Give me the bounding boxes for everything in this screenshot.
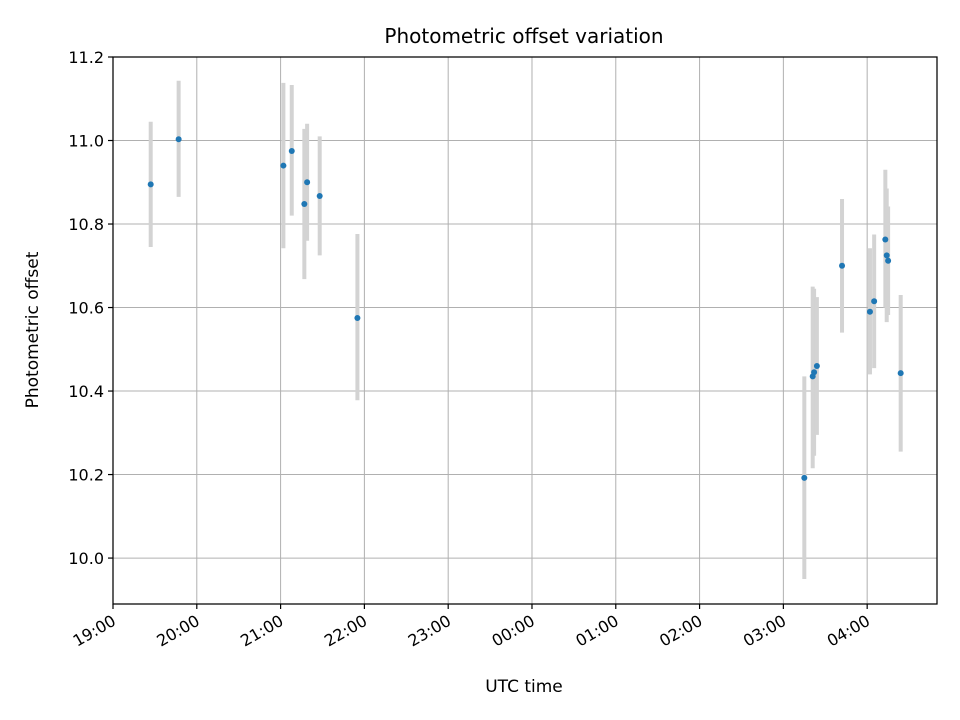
data-point <box>801 474 808 481</box>
data-point <box>883 252 890 259</box>
grid <box>112 56 937 604</box>
y-tick-label: 11.0 <box>68 132 104 151</box>
data-point <box>316 193 323 200</box>
plot-frame <box>112 56 938 605</box>
data-point <box>147 181 154 188</box>
y-tick-label: 10.2 <box>68 466 104 485</box>
y-tick-label: 10.8 <box>68 215 104 234</box>
data-point <box>885 257 892 264</box>
data-point <box>897 370 904 377</box>
y-axis-title: Photometric offset <box>23 251 43 408</box>
data-point <box>304 179 311 186</box>
data-point <box>882 236 889 243</box>
data-point <box>871 298 878 305</box>
y-tick-label: 10.4 <box>68 382 104 401</box>
data-point <box>839 262 846 269</box>
data-point <box>811 369 818 376</box>
data-point <box>280 162 287 169</box>
y-tick-label: 10.0 <box>68 549 104 568</box>
data-point <box>288 147 295 154</box>
y-tick-label: 11.2 <box>68 48 104 67</box>
chart-title: Photometric offset variation <box>384 24 663 48</box>
data-point <box>813 362 820 369</box>
data-point <box>866 308 873 315</box>
y-tick-label: 10.6 <box>68 299 104 318</box>
x-axis-title: UTC time <box>485 677 563 697</box>
data-point <box>354 314 361 321</box>
data-points <box>147 136 904 481</box>
y-axis-ticks: 10.0 10.2 10.4 10.6 10.8 11.0 11.2 <box>68 48 113 568</box>
data-point <box>175 136 182 143</box>
data-point <box>301 200 308 207</box>
